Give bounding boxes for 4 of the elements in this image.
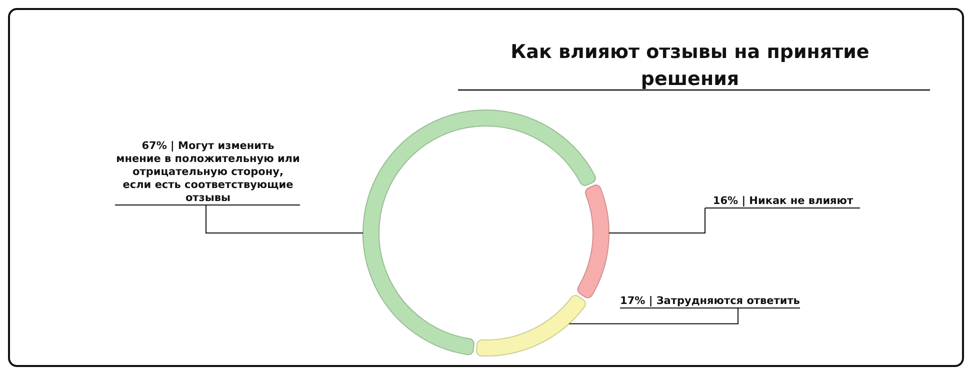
slice-label: 17% | Затрудняются ответить bbox=[620, 295, 800, 307]
slice-label: 67% | Могут изменить мнение в положительную или отрицательную сторону, если есть соответствующие отзывы bbox=[116, 140, 300, 204]
chart-title: Как влияют отзывы на принятие решения bbox=[510, 41, 870, 90]
slice-label: 16% | Никак не влияют bbox=[712, 195, 854, 207]
